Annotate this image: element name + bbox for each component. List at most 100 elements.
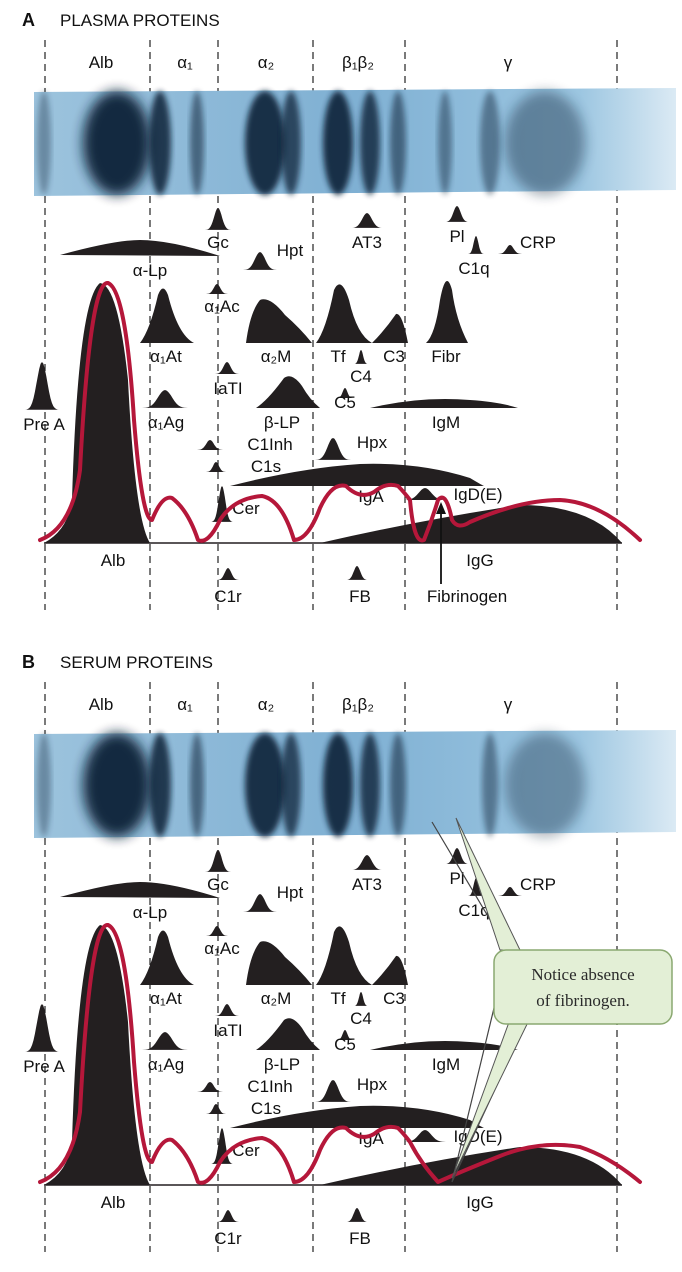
fraction-header: γ xyxy=(504,53,513,72)
peak-iga xyxy=(230,463,484,486)
peak-at3 xyxy=(351,213,383,228)
gel-band xyxy=(505,91,585,195)
label-c4: C4 xyxy=(350,367,372,386)
peak-alpha-lp xyxy=(60,882,220,898)
label-fb: FB xyxy=(349,1229,371,1248)
gel-band xyxy=(245,733,285,837)
fraction-header: γ xyxy=(504,695,513,714)
peak-igm xyxy=(370,1041,518,1050)
peak-tf-c3 xyxy=(316,926,408,985)
peak-hpx xyxy=(315,1080,351,1102)
label-c1s: C1s xyxy=(251,1099,281,1118)
panel-title: SERUM PROTEINS xyxy=(60,653,213,672)
callout-line-1: Notice absence xyxy=(531,965,634,984)
gel-band xyxy=(83,91,151,195)
peak-pre-a xyxy=(25,1004,59,1052)
label-iati: IaTI xyxy=(213,1021,242,1040)
label-c1inh: C1Inh xyxy=(247,1077,292,1096)
peak-c1q xyxy=(468,878,484,896)
peak-cer xyxy=(211,1128,233,1164)
label-beta-lp: β-LP xyxy=(264,413,300,432)
gel-band xyxy=(323,91,353,195)
panel-b-serum: B SERUM PROTEINS Alb α₁ α₂ β₁β₂ γ Gc AT3 Pl α-Lp Hp… xyxy=(22,652,676,1252)
fraction-header: α₁ xyxy=(177,695,193,714)
gel-band xyxy=(149,733,171,837)
peak-alpha2-m xyxy=(246,299,312,343)
peak-alpha1-at xyxy=(140,930,194,985)
gel-band xyxy=(83,733,151,837)
fraction-header: Alb xyxy=(89,695,114,714)
peak-alpha1-ac xyxy=(206,926,228,936)
peak-alpha1-ag xyxy=(142,390,188,408)
label-c5: C5 xyxy=(334,393,356,412)
gel-band xyxy=(37,733,51,837)
label-igg: IgG xyxy=(466,1193,493,1212)
gel-band xyxy=(482,733,498,837)
gel-band xyxy=(360,91,380,195)
gel-band xyxy=(390,91,406,195)
gel-strip xyxy=(34,730,676,838)
densitometry-trace xyxy=(38,923,642,1185)
densitometry-trace xyxy=(38,281,642,543)
label-alpha2-m: α₂M xyxy=(261,989,292,1008)
peak-gc xyxy=(205,850,231,872)
fraction-header: β₁β₂ xyxy=(342,695,374,714)
label-pre-a: Pre A xyxy=(23,1057,65,1076)
label-hpx: Hpx xyxy=(357,1075,388,1094)
peak-crp xyxy=(498,245,522,254)
label-c1r: C1r xyxy=(214,587,242,606)
peak-c1r xyxy=(217,568,239,580)
gel-strip xyxy=(34,88,676,196)
label-c4: C4 xyxy=(350,1009,372,1028)
label-c1s: C1s xyxy=(251,457,281,476)
label-alpha-lp: α-Lp xyxy=(133,261,167,280)
peak-hpt xyxy=(243,894,277,912)
panel-title: PLASMA PROTEINS xyxy=(60,11,220,30)
peak-fb xyxy=(346,1208,368,1222)
label-pl: Pl xyxy=(449,869,464,888)
peak-igde xyxy=(404,1130,446,1142)
peak-c1s xyxy=(206,462,226,472)
peak-alpha1-at xyxy=(140,288,194,343)
peak-c5 xyxy=(337,1030,353,1040)
peak-igm xyxy=(370,399,518,408)
fraction-header: α₂ xyxy=(258,53,274,72)
peak-fibr xyxy=(426,281,468,343)
peak-alpha2-m xyxy=(246,941,312,985)
peak-c5 xyxy=(337,388,353,398)
label-tf: Tf xyxy=(330,989,345,1008)
gel-band xyxy=(190,91,204,195)
peak-beta-lp xyxy=(256,1018,320,1050)
label-beta-lp: β-LP xyxy=(264,1055,300,1074)
label-igg: IgG xyxy=(466,551,493,570)
label-c1r: C1r xyxy=(214,1229,242,1248)
label-hpx: Hpx xyxy=(357,433,388,452)
peak-gc xyxy=(205,208,231,230)
label-pre-a: Pre A xyxy=(23,415,65,434)
label-tf: Tf xyxy=(330,347,345,366)
panel-letter: B xyxy=(22,652,35,672)
label-c5: C5 xyxy=(334,1035,356,1054)
panel-letter: A xyxy=(22,10,35,30)
label-fibrinogen: Fibrinogen xyxy=(427,587,507,606)
gel-band xyxy=(438,91,452,195)
label-c1inh: C1Inh xyxy=(247,435,292,454)
label-alpha1-ac: α₁Ac xyxy=(204,939,240,958)
peak-igde xyxy=(404,488,446,500)
peak-iati xyxy=(215,1004,239,1016)
gel-band xyxy=(281,733,301,837)
label-iga: IgA xyxy=(358,487,384,506)
peak-cer xyxy=(211,486,233,522)
label-alpha2-m: α₂M xyxy=(261,347,292,366)
label-igm: IgM xyxy=(432,413,460,432)
peak-albumin xyxy=(44,283,150,543)
label-c3: C3 xyxy=(383,989,405,1008)
label-at3: AT3 xyxy=(352,233,382,252)
label-pl: Pl xyxy=(449,227,464,246)
peak-hpx xyxy=(315,438,351,460)
peak-alpha-lp xyxy=(60,240,220,256)
peak-c1q xyxy=(468,236,484,254)
gel-band xyxy=(323,733,353,837)
peak-alpha1-ag xyxy=(142,1032,188,1050)
